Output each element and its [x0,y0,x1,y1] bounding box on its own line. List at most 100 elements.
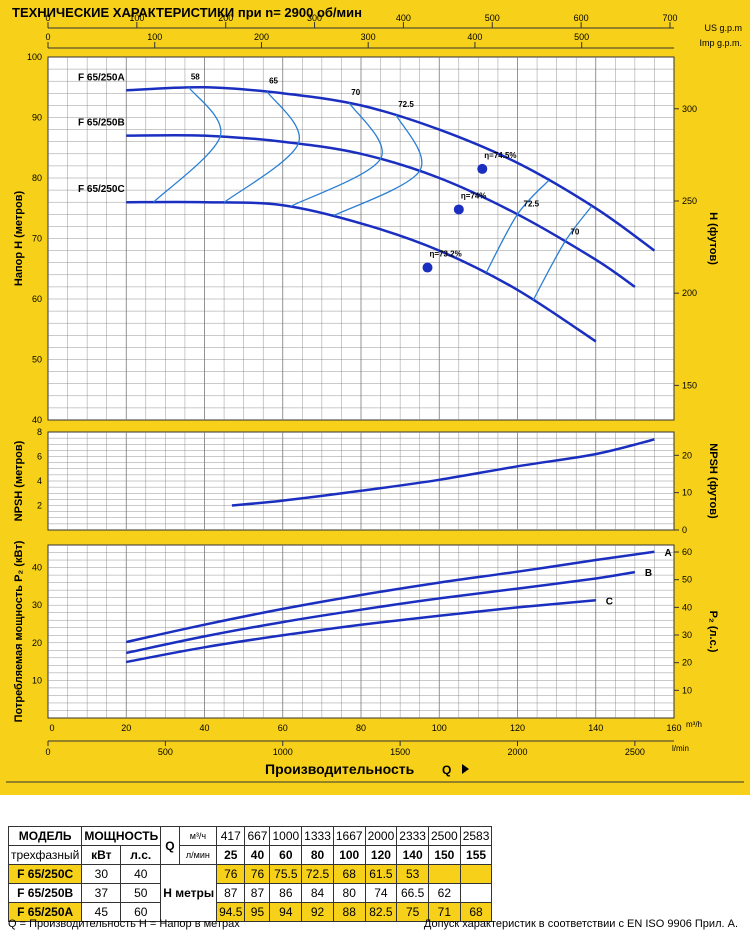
y2-axis-label: H (футов) [707,212,719,265]
h-value: 82.5 [364,902,398,922]
hp-value: 60 [120,902,162,922]
y-tick-label: 100 [27,52,42,62]
npsh-panel: 2 4 6 8 0 10 20 NPSH (метров) NPSH (футов) [13,427,719,535]
h-value: 94 [269,902,303,922]
y2-tick-label: 10 [682,488,692,498]
q-m3h: 60 [269,845,303,865]
q-m3h: 40 [244,845,271,865]
h-value: 80 [332,883,366,903]
imp-gpm-unit: Imp g.p.m. [699,38,742,48]
efficiency-point-label: η=73.2% [430,250,462,259]
y2-tick-label: 200 [682,288,697,298]
series-line [126,133,636,288]
m3h-tick-label: 80 [356,723,366,733]
series-line [126,550,655,644]
y-tick-label: 2 [37,501,42,511]
series-label: F 65/250B [78,118,125,129]
lmin-tick-label: 500 [158,747,173,757]
series-line [126,570,636,655]
y2-axis-label: P₂ (л.с.) [707,611,719,653]
q-header: Q [160,826,180,865]
y-axis-label: Потребляемая мощность P₂ (кВт) [13,540,25,722]
h-value: 86 [269,883,303,903]
y-tick-label: 10 [32,675,42,685]
model-header: МОДЕЛЬ [7,826,83,846]
efficiency-label: 72.5 [524,199,540,208]
m3h-tick-label: 120 [510,723,525,733]
us-gpm-tick-label: 500 [485,13,500,23]
us-gpm-tick-label: 700 [662,13,677,23]
imp-gpm-tick-label: 400 [467,32,482,42]
x-axis-symbol: Q [442,763,451,777]
y-axis-label: Напор H (метров) [13,191,25,287]
efficiency-label: 70 [351,88,360,97]
y2-tick-label: 250 [682,196,697,206]
y2-tick-label: 20 [682,450,692,460]
us-gpm-tick-label: 300 [307,13,322,23]
us-gpm-tick-label: 600 [574,13,589,23]
h-value: 94.5 [216,902,246,922]
head-panel: 40 50 60 70 80 90 100 150 200 250 300 Напор H (метр… [13,52,719,425]
h-value: 71 [427,902,461,922]
best-efficiency-point [477,163,488,174]
h-value [427,864,461,884]
y-axis-label: NPSH (метров) [13,440,25,521]
series-end-label: A [664,548,671,559]
y-tick-label: 40 [32,415,42,425]
m3h-unit: m³/h [686,720,702,729]
y-tick-label: 40 [32,563,42,573]
q-lmin: 417 [216,826,246,846]
lmin-tick-label: 2500 [625,747,645,757]
q-m3h: 100 [332,845,366,865]
y2-tick-label: 10 [682,685,692,695]
series-end-label: B [645,568,652,579]
m3h-tick-label: 0 [49,723,54,733]
y-tick-label: 30 [32,600,42,610]
us-gpm-unit: US g.p.m [704,23,742,33]
h-value: 62 [427,883,461,903]
efficiency-line [223,91,301,203]
efficiency-line [485,179,550,274]
q-m3h: 80 [301,845,334,865]
us-gpm-tick-label: 0 [45,13,50,23]
h-value: 61.5 [364,864,398,884]
pump-performance-chart: ТЕХНИЧЕСКИЕ ХАРАКТЕРИСТИКИ при n= 2900 о… [6,5,744,783]
y2-tick-label: 300 [682,104,697,114]
footer-note: Допуск характеристик в соответствии с EN… [423,918,738,930]
us-gpm-tick-label: 400 [396,13,411,23]
footer-legend: Q = Производительность H = Напор в метра… [8,918,240,930]
y2-tick-label: 0 [682,525,687,535]
q-lmin: 2333 [396,826,429,846]
power-panel: 10 20 30 40 10 20 30 40 50 60 Потребляемая мощност… [13,540,719,722]
q-lmin: 2000 [364,826,398,846]
efficiency-label: 72.5 [398,100,414,109]
h-value [459,883,493,903]
efficiency-label: 58 [191,72,200,81]
h-value: 76 [244,864,271,884]
h-value: 95 [244,902,271,922]
m3h-tick-label: 140 [588,723,603,733]
y2-tick-label: 50 [682,575,692,585]
best-efficiency-point [422,262,433,273]
y-tick-label: 70 [32,234,42,244]
efficiency-line [333,114,423,217]
kw-value: 37 [81,883,122,903]
chart-title: ТЕХНИЧЕСКИЕ ХАРАКТЕРИСТИКИ при n= 2900 о… [12,5,362,20]
y-tick-label: 80 [32,173,42,183]
q-m3h: 155 [459,845,493,865]
kw-header: кВт [81,845,122,865]
q-lmin: 1667 [332,826,366,846]
y2-tick-label: 60 [682,547,692,557]
y-tick-label: 8 [37,427,42,437]
q-lmin: 667 [244,826,271,846]
h-value: 88 [332,902,366,922]
m3h-tick-label: 100 [432,723,447,733]
h-value: 53 [396,864,429,884]
h-value: 68 [332,864,366,884]
imp-gpm-tick-label: 500 [574,32,589,42]
q-m3h: 150 [427,845,461,865]
series-line [126,599,596,664]
lmin-tick-label: 1000 [273,747,293,757]
h-value: 74 [364,883,398,903]
model-name: F 65/250A [7,902,83,922]
